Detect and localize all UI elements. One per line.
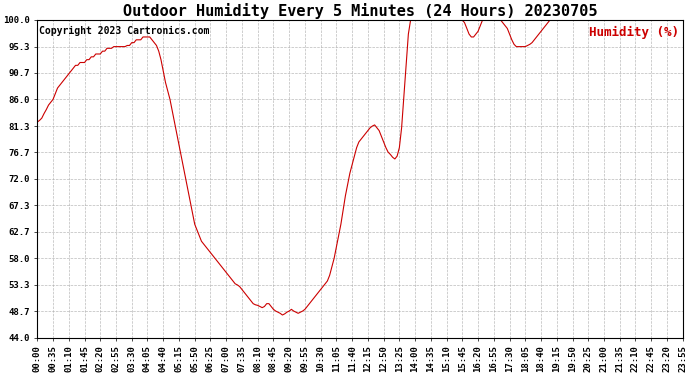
Title: Outdoor Humidity Every 5 Minutes (24 Hours) 20230705: Outdoor Humidity Every 5 Minutes (24 Hou… (123, 3, 598, 19)
Text: Humidity (%): Humidity (%) (589, 26, 680, 39)
Text: Copyright 2023 Cartronics.com: Copyright 2023 Cartronics.com (39, 26, 209, 36)
